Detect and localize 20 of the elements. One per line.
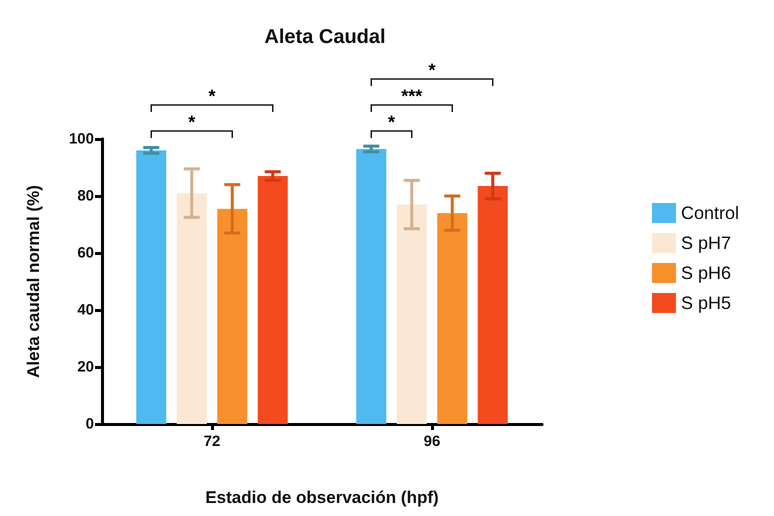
y-axis-title: Aleta caudal normal (%) bbox=[24, 185, 43, 378]
legend-label: S pH5 bbox=[680, 293, 732, 313]
text: * bbox=[188, 112, 196, 132]
legend-label: S pH7 bbox=[680, 233, 732, 253]
text: *** bbox=[401, 86, 422, 106]
y-tick-label: 20 bbox=[77, 358, 94, 376]
chart-title: Aleta Caudal bbox=[264, 26, 386, 48]
y-tick-label: 100 bbox=[68, 130, 94, 148]
text: * bbox=[388, 112, 396, 132]
x-tick-label: 72 bbox=[204, 433, 220, 450]
legend-label: S pH6 bbox=[680, 263, 732, 283]
x-axis-title: Estadio de observación (hpf) bbox=[205, 488, 439, 507]
y-tick-label: 40 bbox=[77, 302, 94, 318]
text: * bbox=[208, 86, 216, 106]
text: * bbox=[428, 60, 436, 80]
y-tick-label: 0 bbox=[86, 416, 94, 432]
x-tick-label: 96 bbox=[424, 433, 440, 450]
legend-label: Control bbox=[680, 203, 740, 223]
y-tick-label: 80 bbox=[77, 188, 94, 204]
y-tick-label: 60 bbox=[77, 244, 94, 262]
